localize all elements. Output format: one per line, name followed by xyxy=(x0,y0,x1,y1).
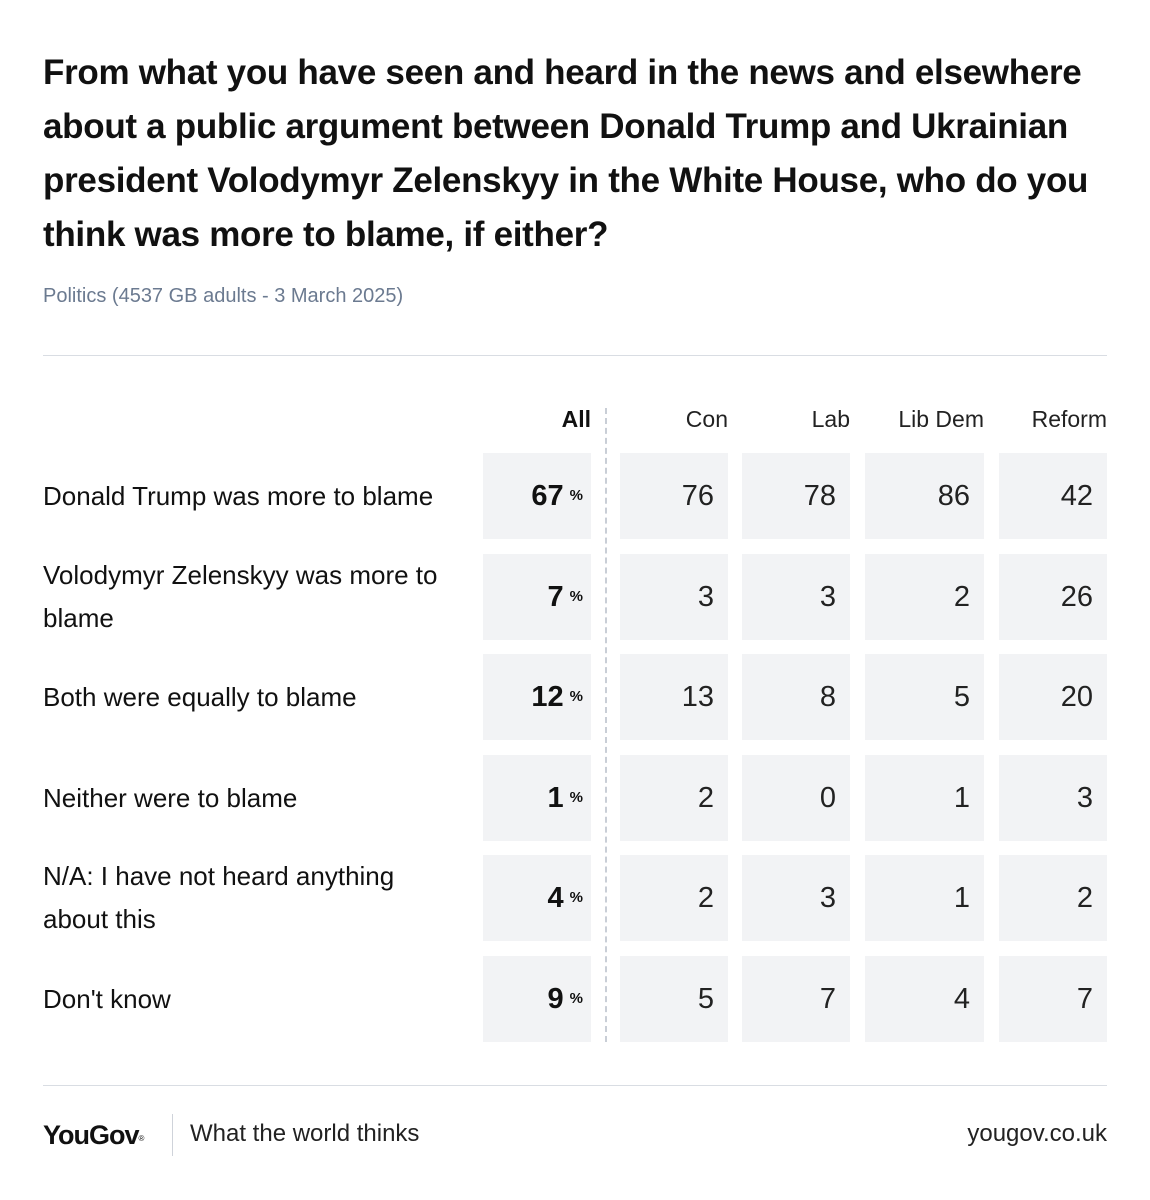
cell-lib-dem: 5 xyxy=(865,654,984,740)
cell-value: 1 xyxy=(953,781,970,814)
footer-url[interactable]: yougov.co.uk xyxy=(967,1120,1107,1147)
page-title: From what you have seen and heard in the… xyxy=(43,53,1089,254)
column-header-lab: Lab xyxy=(811,406,850,432)
percent-sign: % xyxy=(569,989,583,1007)
registered-mark: ® xyxy=(138,1134,145,1143)
cell-con: 2 xyxy=(620,855,728,941)
cell-reform: 2 xyxy=(999,855,1107,941)
all-column-separator xyxy=(605,408,607,1042)
percent-sign: % xyxy=(569,888,583,906)
cell-con: 76 xyxy=(620,453,728,539)
column-header-lib-dem: Lib Dem xyxy=(898,406,984,432)
percent-sign: % xyxy=(569,788,583,806)
cell-con: 13 xyxy=(620,654,728,740)
cell-value: 3 xyxy=(1076,781,1093,814)
cell-value: 5 xyxy=(953,680,970,713)
top-divider xyxy=(43,355,1107,356)
footer-separator xyxy=(172,1114,173,1156)
cell-value: 1 xyxy=(953,881,970,914)
cell-lib-dem: 1 xyxy=(865,855,984,941)
cell-lib-dem: 4 xyxy=(865,956,984,1042)
row-label: Donald Trump was more to blame xyxy=(43,480,434,511)
cell-lab: 7 xyxy=(742,956,850,1042)
cell-value: 2 xyxy=(697,781,714,814)
cell-value: 42 xyxy=(1060,479,1093,512)
survey-subtitle: Politics (4537 GB adults - 3 March 2025) xyxy=(43,285,404,307)
cell-value: 3 xyxy=(819,580,836,613)
cell-value: 8 xyxy=(819,680,836,713)
cell-reform: 26 xyxy=(999,554,1107,640)
cell-lib-dem: 1 xyxy=(865,755,984,841)
percent-sign: % xyxy=(569,587,583,605)
cell-all: 7% xyxy=(483,554,591,640)
cell-value: 7 xyxy=(547,580,564,613)
row-label: Don't know xyxy=(43,983,171,1014)
logo-text: YouGov xyxy=(43,1120,140,1150)
cell-lab: 0 xyxy=(742,755,850,841)
cell-value: 9 xyxy=(547,982,564,1015)
column-header-con: Con xyxy=(685,406,728,432)
cell-all: 9% xyxy=(483,956,591,1042)
cell-con: 3 xyxy=(620,554,728,640)
cell-value: 26 xyxy=(1060,580,1093,613)
cell-lib-dem: 2 xyxy=(865,554,984,640)
cell-all: 4% xyxy=(483,855,591,941)
percent-sign: % xyxy=(569,687,583,705)
cell-all: 12% xyxy=(483,654,591,740)
column-header-reform: Reform xyxy=(1031,406,1107,432)
row-label: Both were equally to blame xyxy=(43,681,357,712)
footer-tagline: What the world thinks xyxy=(190,1120,420,1147)
cell-reform: 20 xyxy=(999,654,1107,740)
cell-all: 67% xyxy=(483,453,591,539)
cell-con: 2 xyxy=(620,755,728,841)
cell-con: 5 xyxy=(620,956,728,1042)
cell-value: 5 xyxy=(697,982,714,1015)
cell-value: 3 xyxy=(819,881,836,914)
bottom-divider xyxy=(43,1085,1107,1086)
cell-lab: 8 xyxy=(742,654,850,740)
cell-value: 86 xyxy=(937,479,970,512)
cell-value: 4 xyxy=(953,982,970,1015)
cell-value: 76 xyxy=(681,479,714,512)
cell-value: 78 xyxy=(803,479,836,512)
cell-value: 2 xyxy=(697,881,714,914)
cell-value: 1 xyxy=(547,781,564,814)
cell-value: 2 xyxy=(1076,881,1093,914)
cell-value: 2 xyxy=(953,580,970,613)
cell-value: 7 xyxy=(1076,982,1093,1015)
cell-value: 13 xyxy=(681,680,714,713)
cell-value: 20 xyxy=(1060,680,1093,713)
cell-lab: 3 xyxy=(742,554,850,640)
cell-reform: 3 xyxy=(999,755,1107,841)
cell-lab: 3 xyxy=(742,855,850,941)
cell-lib-dem: 86 xyxy=(865,453,984,539)
cell-all: 1% xyxy=(483,755,591,841)
column-header-all: All xyxy=(561,406,591,432)
cell-value: 0 xyxy=(819,781,836,814)
cell-value: 12 xyxy=(531,680,564,713)
row-label: Volodymyr Zelenskyy was more to blame xyxy=(43,560,438,633)
cell-value: 3 xyxy=(697,580,714,613)
row-label: N/A: I have not heard anything about thi… xyxy=(43,861,395,934)
percent-sign: % xyxy=(569,486,583,504)
cell-lab: 78 xyxy=(742,453,850,539)
cell-reform: 7 xyxy=(999,956,1107,1042)
yougov-logo: YouGov® xyxy=(43,1117,144,1153)
cell-value: 4 xyxy=(547,881,564,914)
cell-value: 7 xyxy=(819,982,836,1015)
row-label: Neither were to blame xyxy=(43,782,298,813)
cell-value: 67 xyxy=(531,479,564,512)
cell-reform: 42 xyxy=(999,453,1107,539)
